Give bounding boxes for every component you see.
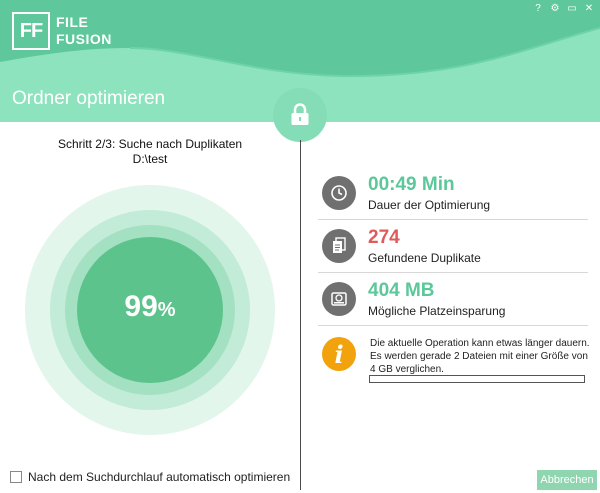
document-icon [322,229,356,263]
settings-icon[interactable]: ⚙ [550,2,560,14]
info-box: i Die aktuelle Operation kann etwas läng… [322,337,590,376]
header: FF FILE FUSION ? ⚙ ▭ ✕ Ordner optimieren [0,0,600,122]
duration-value: 00:49 Min [368,174,455,195]
window-controls: ? ⚙ ▭ ✕ [533,2,594,14]
stat-duplicates: 274 Gefundene Duplikate [322,227,481,265]
cancel-button[interactable]: Abbrechen [537,470,597,490]
duplicates-value: 274 [368,227,400,248]
clock-icon [322,176,356,210]
ring-core [77,237,223,383]
stat-separator [318,272,588,273]
hard-drive-icon [322,282,356,316]
lock-icon [273,88,327,142]
stat-duration: 00:49 Min Dauer der Optimierung [322,174,490,212]
stat-separator [318,325,588,326]
info-icon: i [322,337,356,371]
progress-rings [25,185,275,435]
savings-label: Mögliche Platzeinsparung [368,304,506,318]
duration-label: Dauer der Optimierung [368,198,491,212]
auto-optimize-row[interactable]: Nach dem Suchdurchlauf automatisch optim… [10,470,290,484]
percent-sign: % [157,299,176,321]
stat-savings: 404 MB Mögliche Platzeinsparung [322,280,505,318]
duplicates-label: Gefundene Duplikate [368,251,481,265]
help-icon[interactable]: ? [535,2,541,14]
scan-path: D:\test [132,152,168,166]
close-icon[interactable]: ✕ [584,2,594,14]
step-label: Schritt 2/3: Suche nach Duplikaten [57,137,243,151]
panel-divider [300,140,301,490]
logo-line-1: FILE [56,14,89,30]
logo-line-2: FUSION [56,31,112,47]
savings-value: 404 MB [368,280,435,301]
progress-percent: 99% [24,290,276,324]
minimize-icon[interactable]: ▭ [567,2,577,14]
auto-optimize-checkbox[interactable] [10,471,22,483]
auto-optimize-label[interactable]: Nach dem Suchdurchlauf automatisch optim… [28,470,291,484]
logo-mark: FF [12,12,50,50]
operation-progress-bar [369,375,585,383]
percent-value: 99 [124,290,158,323]
logo-text: FILE FUSION [56,14,112,48]
stat-separator [318,219,588,220]
info-text: Die aktuelle Operation kann etwas länger… [370,338,590,375]
page-title: Ordner optimieren [12,88,166,109]
